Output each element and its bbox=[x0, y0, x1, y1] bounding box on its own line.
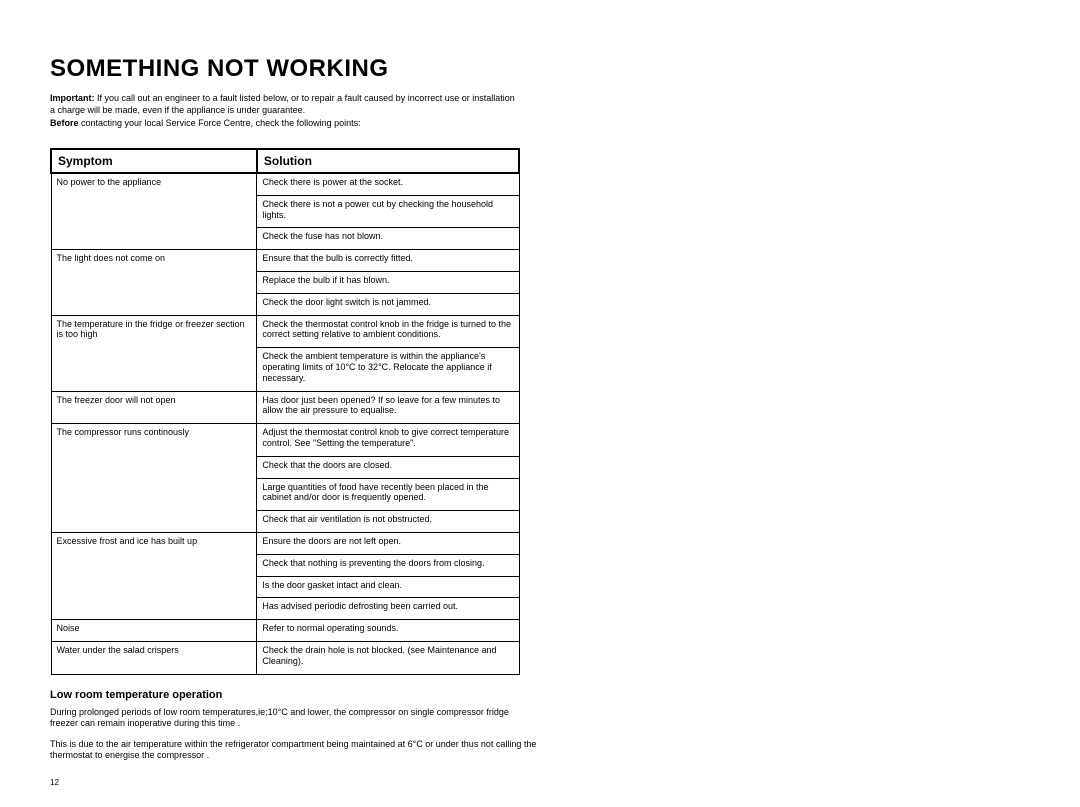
manual-page: SOMETHING NOT WORKING Important: If you … bbox=[0, 0, 560, 807]
intro-text: Important: If you call out an engineer t… bbox=[50, 93, 520, 130]
table-row: Water under the salad crispersCheck the … bbox=[51, 641, 519, 674]
symptom-cell: Excessive frost and ice has built up bbox=[51, 533, 257, 620]
solution-cell: Large quantities of food have recently b… bbox=[257, 478, 519, 511]
intro-line-2: Before contacting your local Service For… bbox=[50, 118, 520, 130]
solution-cell: Is the door gasket intact and clean. bbox=[257, 576, 519, 598]
table-row: The compressor runs continouslyAdjust th… bbox=[51, 424, 519, 457]
solution-cell: Check that the doors are closed. bbox=[257, 456, 519, 478]
solution-cell: Check the fuse has not blown. bbox=[257, 228, 519, 250]
solution-cell: Check there is not a power cut by checki… bbox=[257, 195, 519, 228]
table-body: No power to the applianceCheck there is … bbox=[51, 173, 519, 674]
solution-cell: Adjust the thermostat control knob to gi… bbox=[257, 424, 519, 457]
header-symptom: Symptom bbox=[51, 149, 257, 173]
solution-cell: Check the drain hole is not blocked. (se… bbox=[257, 641, 519, 674]
table-header-row: Symptom Solution bbox=[51, 149, 519, 173]
solution-cell: Check the thermostat control knob in the… bbox=[257, 315, 519, 348]
table-row: The freezer door will not openHas door j… bbox=[51, 391, 519, 424]
solution-cell: Ensure the doors are not left open. bbox=[257, 533, 519, 555]
subsection-p2: This is due to the air temperature withi… bbox=[50, 739, 538, 762]
symptom-cell: The temperature in the fridge or freezer… bbox=[51, 315, 257, 391]
symptom-cell: Noise bbox=[51, 620, 257, 642]
intro-line-1: Important: If you call out an engineer t… bbox=[50, 93, 520, 116]
before-label: Before bbox=[50, 118, 79, 128]
symptom-cell: Water under the salad crispers bbox=[51, 641, 257, 674]
table-row: Excessive frost and ice has built upEnsu… bbox=[51, 533, 519, 555]
solution-cell: Check the ambient temperature is within … bbox=[257, 348, 519, 391]
solution-cell: Refer to normal operating sounds. bbox=[257, 620, 519, 642]
solution-cell: Check that air ventilation is not obstru… bbox=[257, 511, 519, 533]
subsection-heading: Low room temperature operation bbox=[50, 689, 530, 701]
table-row: NoiseRefer to normal operating sounds. bbox=[51, 620, 519, 642]
solution-cell: Replace the bulb if it has blown. bbox=[257, 272, 519, 294]
solution-cell: Has advised periodic defrosting been car… bbox=[257, 598, 519, 620]
page-title: SOMETHING NOT WORKING bbox=[50, 55, 530, 83]
symptom-cell: No power to the appliance bbox=[51, 173, 257, 250]
subsection-p1: During prolonged periods of low room tem… bbox=[50, 707, 538, 730]
symptom-cell: The light does not come on bbox=[51, 250, 257, 315]
symptom-cell: The compressor runs continously bbox=[51, 424, 257, 533]
important-label: Important: bbox=[50, 93, 95, 103]
solution-cell: Check the door light switch is not jamme… bbox=[257, 293, 519, 315]
page-number: 12 bbox=[50, 778, 530, 787]
header-solution: Solution bbox=[257, 149, 519, 173]
table-row: No power to the applianceCheck there is … bbox=[51, 173, 519, 195]
symptom-cell: The freezer door will not open bbox=[51, 391, 257, 424]
solution-cell: Ensure that the bulb is correctly fitted… bbox=[257, 250, 519, 272]
solution-cell: Check there is power at the socket. bbox=[257, 173, 519, 195]
subsection-text: During prolonged periods of low room tem… bbox=[50, 707, 530, 762]
troubleshoot-table: Symptom Solution No power to the applian… bbox=[50, 148, 520, 675]
important-text: If you call out an engineer to a fault l… bbox=[50, 93, 515, 115]
table-row: The temperature in the fridge or freezer… bbox=[51, 315, 519, 348]
solution-cell: Check that nothing is preventing the doo… bbox=[257, 554, 519, 576]
before-text: contacting your local Service Force Cent… bbox=[79, 118, 361, 128]
table-row: The light does not come onEnsure that th… bbox=[51, 250, 519, 272]
solution-cell: Has door just been opened? If so leave f… bbox=[257, 391, 519, 424]
